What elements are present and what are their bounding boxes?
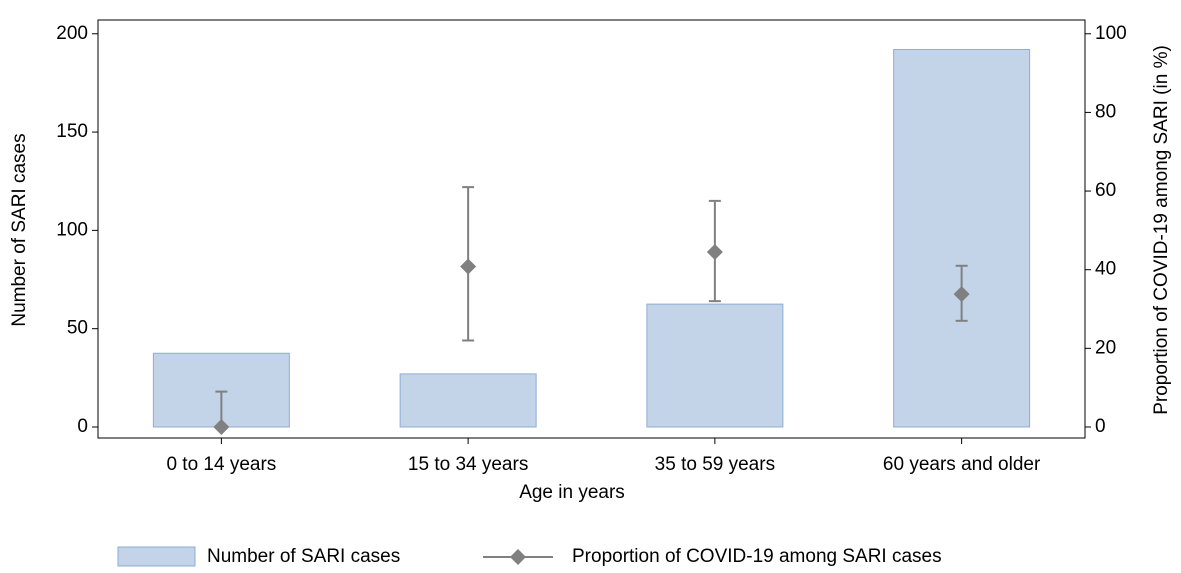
y-tick-label: 0 — [77, 416, 88, 437]
legend-label: Number of SARI cases — [207, 546, 400, 567]
legend-marker — [510, 549, 526, 565]
point — [213, 418, 230, 435]
x-tick-label: 35 to 59 years — [655, 454, 775, 475]
y2-tick-label: 0 — [1095, 416, 1106, 437]
y2-tick-label: 60 — [1095, 180, 1116, 201]
point — [706, 244, 723, 261]
point — [460, 258, 477, 275]
y2-tick-label: 20 — [1095, 337, 1116, 358]
y-tick-label: 50 — [67, 318, 88, 339]
y2-tick-label: 40 — [1095, 259, 1116, 280]
bar — [646, 303, 784, 428]
bar — [399, 373, 537, 428]
x-axis-label: Age in years — [519, 482, 625, 503]
x-tick-label: 60 years and older — [883, 454, 1041, 475]
y2-tick-label: 80 — [1095, 101, 1116, 122]
x-tick-label: 15 to 34 years — [408, 454, 528, 475]
y2-axis-label: Proportion of COVID-19 among SARI (in %) — [1151, 45, 1172, 415]
x-tick-label: 0 to 14 years — [166, 454, 276, 475]
y2-tick-label: 100 — [1095, 23, 1127, 44]
legend-label: Proportion of COVID-19 among SARI cases — [572, 546, 942, 567]
bar — [893, 48, 1031, 428]
point — [953, 286, 970, 303]
y-axis-label: Number of SARI cases — [9, 133, 30, 326]
y-tick-label: 100 — [56, 219, 88, 240]
y-tick-label: 150 — [56, 121, 88, 142]
plot-frame — [97, 19, 1086, 439]
legend-swatch — [117, 546, 196, 567]
y-tick-label: 200 — [56, 23, 88, 44]
